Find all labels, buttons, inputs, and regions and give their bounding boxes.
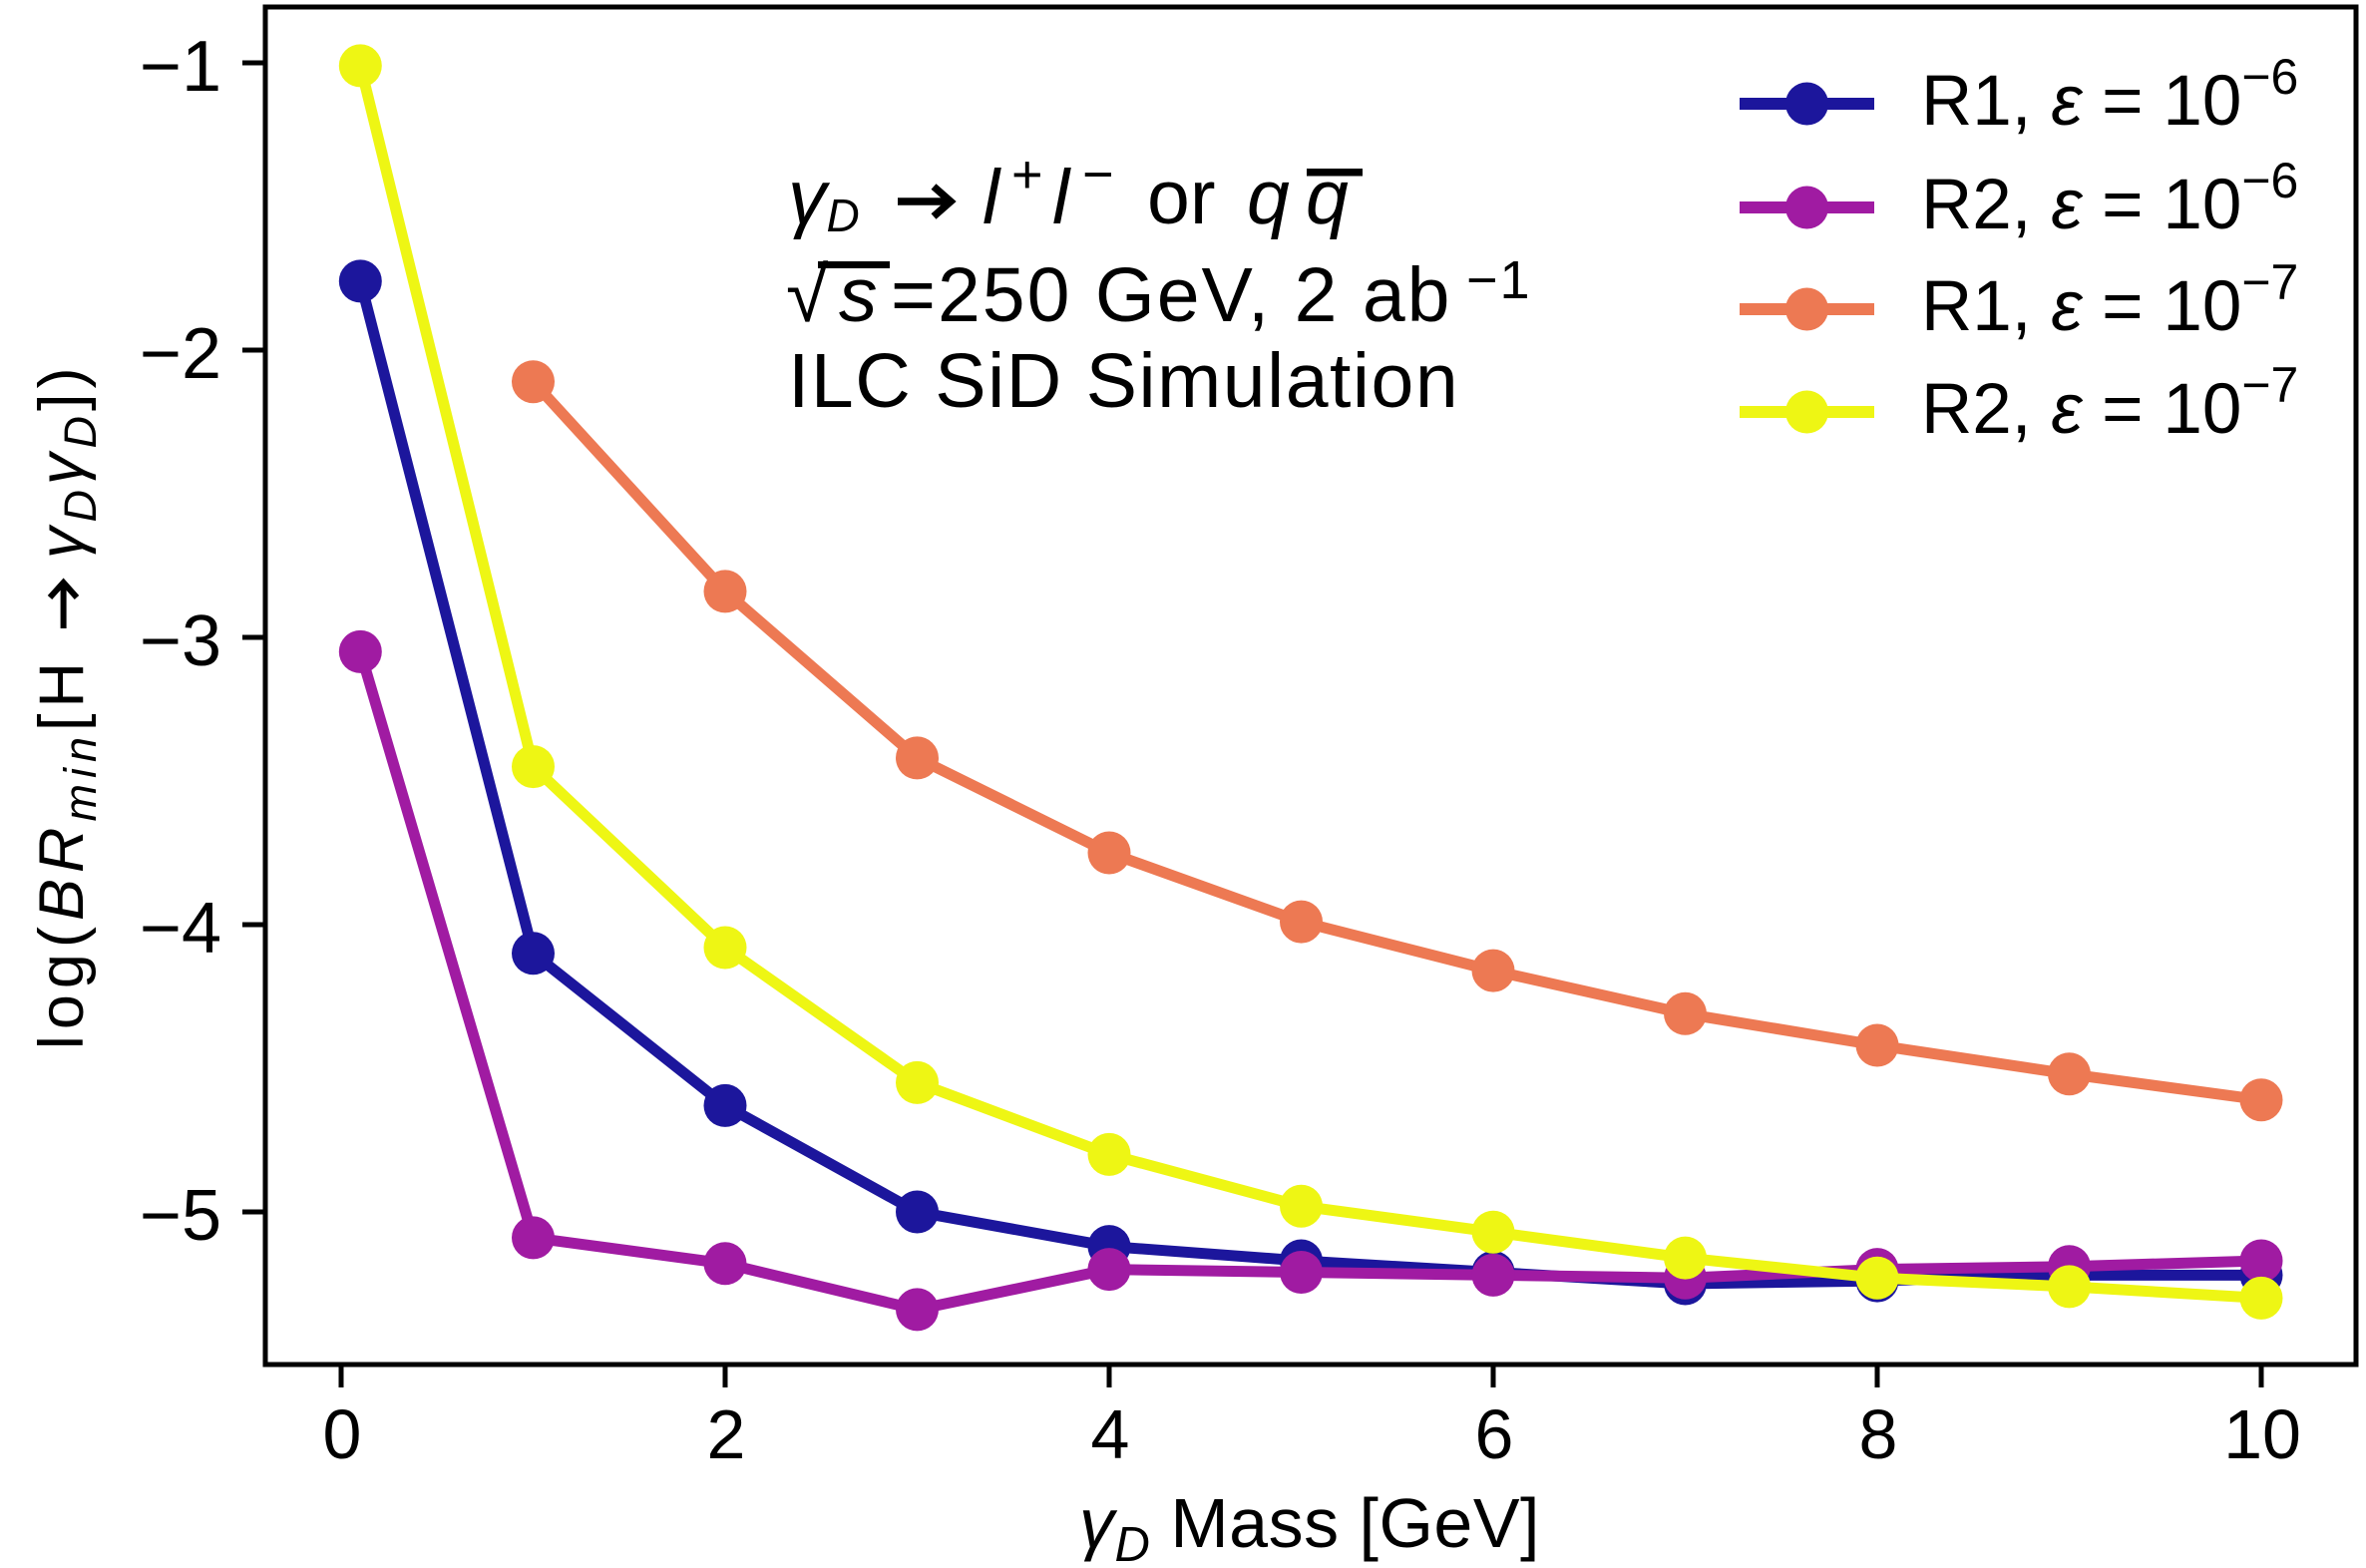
svg-text:−4: −4 xyxy=(140,889,221,969)
svg-text:log(BRmin[H: log(BRmin[H xyxy=(27,656,106,1049)
svg-text:R1, ε = 10−6: R1, ε = 10−6 xyxy=(1921,49,2298,141)
svg-text:0: 0 xyxy=(323,1395,362,1473)
svg-text:−2: −2 xyxy=(140,314,221,394)
svg-text:q: q xyxy=(1247,155,1290,240)
svg-text:ILC SiD Simulation: ILC SiD Simulation xyxy=(788,338,1459,424)
svg-text:or: or xyxy=(1147,155,1215,240)
svg-text:l: l xyxy=(983,155,1001,240)
svg-text:−1: −1 xyxy=(140,27,221,107)
svg-text:R2, ε = 10−7: R2, ε = 10−7 xyxy=(1921,357,2298,449)
svg-text:−1: −1 xyxy=(1466,250,1532,310)
svg-text:R2, ε = 10−6: R2, ε = 10−6 xyxy=(1921,153,2298,244)
svg-text:8: 8 xyxy=(1859,1395,1898,1473)
svg-text:2: 2 xyxy=(707,1395,746,1473)
svg-text:−3: −3 xyxy=(140,601,221,681)
svg-text:10: 10 xyxy=(2223,1395,2301,1473)
svg-text:=250 GeV, 2 ab: =250 GeV, 2 ab xyxy=(891,252,1452,338)
svg-text:q: q xyxy=(1306,155,1349,240)
svg-text:l: l xyxy=(1052,155,1071,240)
svg-text:γD Mass [GeV]: γD Mass [GeV] xyxy=(1079,1484,1540,1568)
svg-text:+: + xyxy=(1011,145,1043,204)
svg-text:−: − xyxy=(1082,145,1114,204)
svg-text:4: 4 xyxy=(1091,1395,1130,1473)
svg-text:−5: −5 xyxy=(140,1176,221,1256)
svg-text:γDγD]): γDγD]) xyxy=(27,363,106,559)
svg-text:6: 6 xyxy=(1475,1395,1514,1473)
svg-text:R1, ε = 10−7: R1, ε = 10−7 xyxy=(1921,254,2298,346)
svg-text:γD: γD xyxy=(788,155,860,241)
